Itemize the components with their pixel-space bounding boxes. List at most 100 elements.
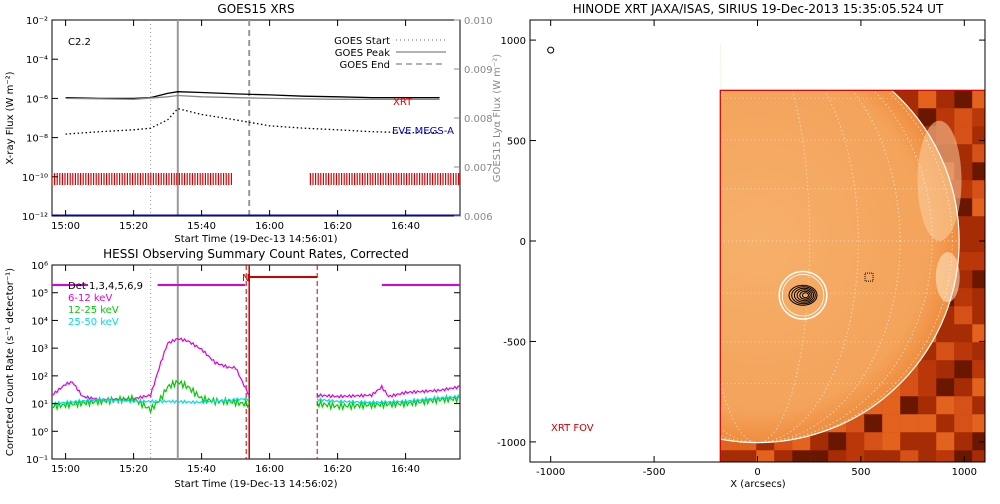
xrt-corona-block: [936, 396, 955, 415]
goes-title: GOES15 XRS: [217, 2, 294, 16]
xrt-corona-block: [954, 432, 973, 451]
xrt-source-circle-inner: [781, 274, 825, 317]
xrt-corona-block: [954, 126, 973, 145]
xrt-corona-block: [972, 144, 985, 163]
xrt-corona-block: [918, 450, 937, 462]
hessi-legend-label: 12-25 keV: [68, 305, 119, 316]
hessi-series-3: [316, 393, 460, 412]
xrt-source-contour: [799, 290, 811, 300]
xrt-corona-block: [972, 90, 985, 109]
hessi-y-tick-label: 10³: [31, 344, 48, 355]
xrt-corona-block: [774, 450, 793, 462]
xrt-reference-circle: [547, 46, 555, 54]
xrt-corona-block: [972, 180, 985, 199]
hessi-y-ticks: 10⁶ 10⁵ 10⁴ 10³ 10² 10¹ 10⁰ 10⁻¹: [26, 261, 460, 466]
xrt-corona-block: [828, 432, 847, 451]
xrt-corona-block: [792, 450, 811, 462]
xrt-x-tick-label: 500: [851, 467, 870, 478]
xrt-corona-block: [936, 414, 955, 433]
xrt-corona-block: [972, 378, 985, 397]
xrt-corona-block: [882, 414, 901, 433]
hessi-y-tick-label: 10⁴: [31, 316, 48, 327]
xrt-source-contour: [802, 292, 809, 299]
xrt-y-tick-label: 0: [520, 237, 526, 248]
hessi-y-tick-label: 10⁻¹: [26, 455, 48, 466]
xrt-corona-block: [972, 252, 985, 271]
xrt-corona-block: [954, 288, 973, 307]
goes-legend-label: GOES Peak: [335, 48, 390, 59]
xrt-y-ticks: 1000 500 0 -500 -1000: [497, 36, 985, 449]
goes-markers: [150, 20, 251, 216]
xrt-source-contour: [793, 287, 815, 303]
goes-x-tick-label: 15:00: [51, 221, 80, 232]
xrt-corona-block: [972, 162, 985, 181]
xrt-corona-block: [972, 288, 985, 307]
xrt-corona-block: [972, 432, 985, 451]
xrt-corona-block: [972, 126, 985, 145]
goes-legend-label: GOES Start: [334, 36, 390, 47]
goes-x-tick-label: 16:00: [255, 221, 284, 232]
xrt-corona-block: [936, 324, 955, 343]
xrt-corona-block: [900, 378, 919, 397]
xrt-x-label: X (arcsecs): [730, 479, 786, 490]
xrt-corona-block: [846, 432, 865, 451]
xrt-corona-block: [918, 90, 937, 109]
xrt-corona-block: [936, 90, 955, 109]
hessi-y-tick-label: 10¹: [31, 400, 48, 411]
goes-series-1: [65, 94, 440, 100]
xrt-corona-block: [900, 432, 919, 451]
xrt-grid-longitude: [562, 39, 953, 443]
xrt-x-tick-label: -1000: [536, 467, 565, 478]
hessi-x-tick-label: 15:00: [51, 464, 80, 475]
xrt-x-ticks: -1000 -500 0 500 1000: [536, 20, 977, 478]
xrt-corona-block: [972, 198, 985, 217]
hessi-x-tick-label: 16:20: [323, 464, 352, 475]
xrt-corona-block: [954, 414, 973, 433]
xrt-corona-block: [810, 450, 829, 462]
xrt-corona-block: [900, 450, 919, 462]
goes-x-tick-label: 16:20: [323, 221, 352, 232]
xrt-corona-block: [954, 342, 973, 361]
xrt-y-tick-label: 500: [507, 137, 526, 148]
hessi-legend-label: Det 1,3,4,5,6,9: [68, 281, 143, 292]
xrt-y-tick-label: -500: [503, 337, 526, 348]
xrt-source-contour: [791, 286, 816, 305]
xrt-corona-block: [954, 324, 973, 343]
xrt-corona-block: [954, 450, 973, 462]
hessi-y-tick-label: 10²: [31, 372, 48, 383]
xrt-corona-block: [882, 450, 901, 462]
xrt-corona-block: [954, 396, 973, 415]
goes-y-tick-label: 10⁻¹⁰: [22, 173, 48, 184]
hessi-legend-label: 6-12 keV: [68, 293, 112, 304]
xrt-corona-block: [936, 360, 955, 379]
goes-y-tick-label: 10⁻⁴: [26, 55, 48, 66]
goes-y2-ticks: 0.010 0.009 0.008 0.007 0.006: [454, 16, 493, 223]
xrt-fov-label: XRT FOV: [551, 423, 594, 434]
xrt-x-tick-label: -500: [643, 467, 666, 478]
xrt-corona-block: [810, 432, 829, 451]
hessi-y-label: Corrected Count Rate (s⁻¹ detector⁻¹): [5, 268, 16, 456]
xrt-grid-longitude: [582, 39, 933, 443]
goes-y-tick-label: 10⁻⁸: [26, 134, 48, 145]
hessi-x-tick-label: 15:40: [187, 464, 216, 475]
xrt-corona-block: [954, 378, 973, 397]
hessi-x-tick-label: 16:00: [255, 464, 284, 475]
xrt-corona-block: [936, 378, 955, 397]
xrt-corona-block: [972, 306, 985, 325]
hessi-legend-label: 25-50 keV: [68, 317, 119, 328]
xrt-corona-block: [918, 414, 937, 433]
xrt-corona-block: [972, 216, 985, 235]
xrt-source-contour: [796, 289, 813, 302]
goes-y-tick-label: 10⁻²: [26, 16, 48, 27]
goes-y-label: X-ray Flux (W m⁻²): [5, 71, 16, 164]
xrt-corona-block: [972, 270, 985, 289]
hessi-title: HESSI Observing Summary Count Rates, Cor…: [103, 247, 409, 261]
goes-series-2: [65, 107, 440, 135]
xrt-corona-block: [972, 324, 985, 343]
hessi-series-0: [52, 337, 250, 402]
xrt-secondary-source: [864, 272, 874, 282]
goes-label-xrt: XRT: [393, 97, 413, 108]
xrt-corona-block: [972, 108, 985, 127]
